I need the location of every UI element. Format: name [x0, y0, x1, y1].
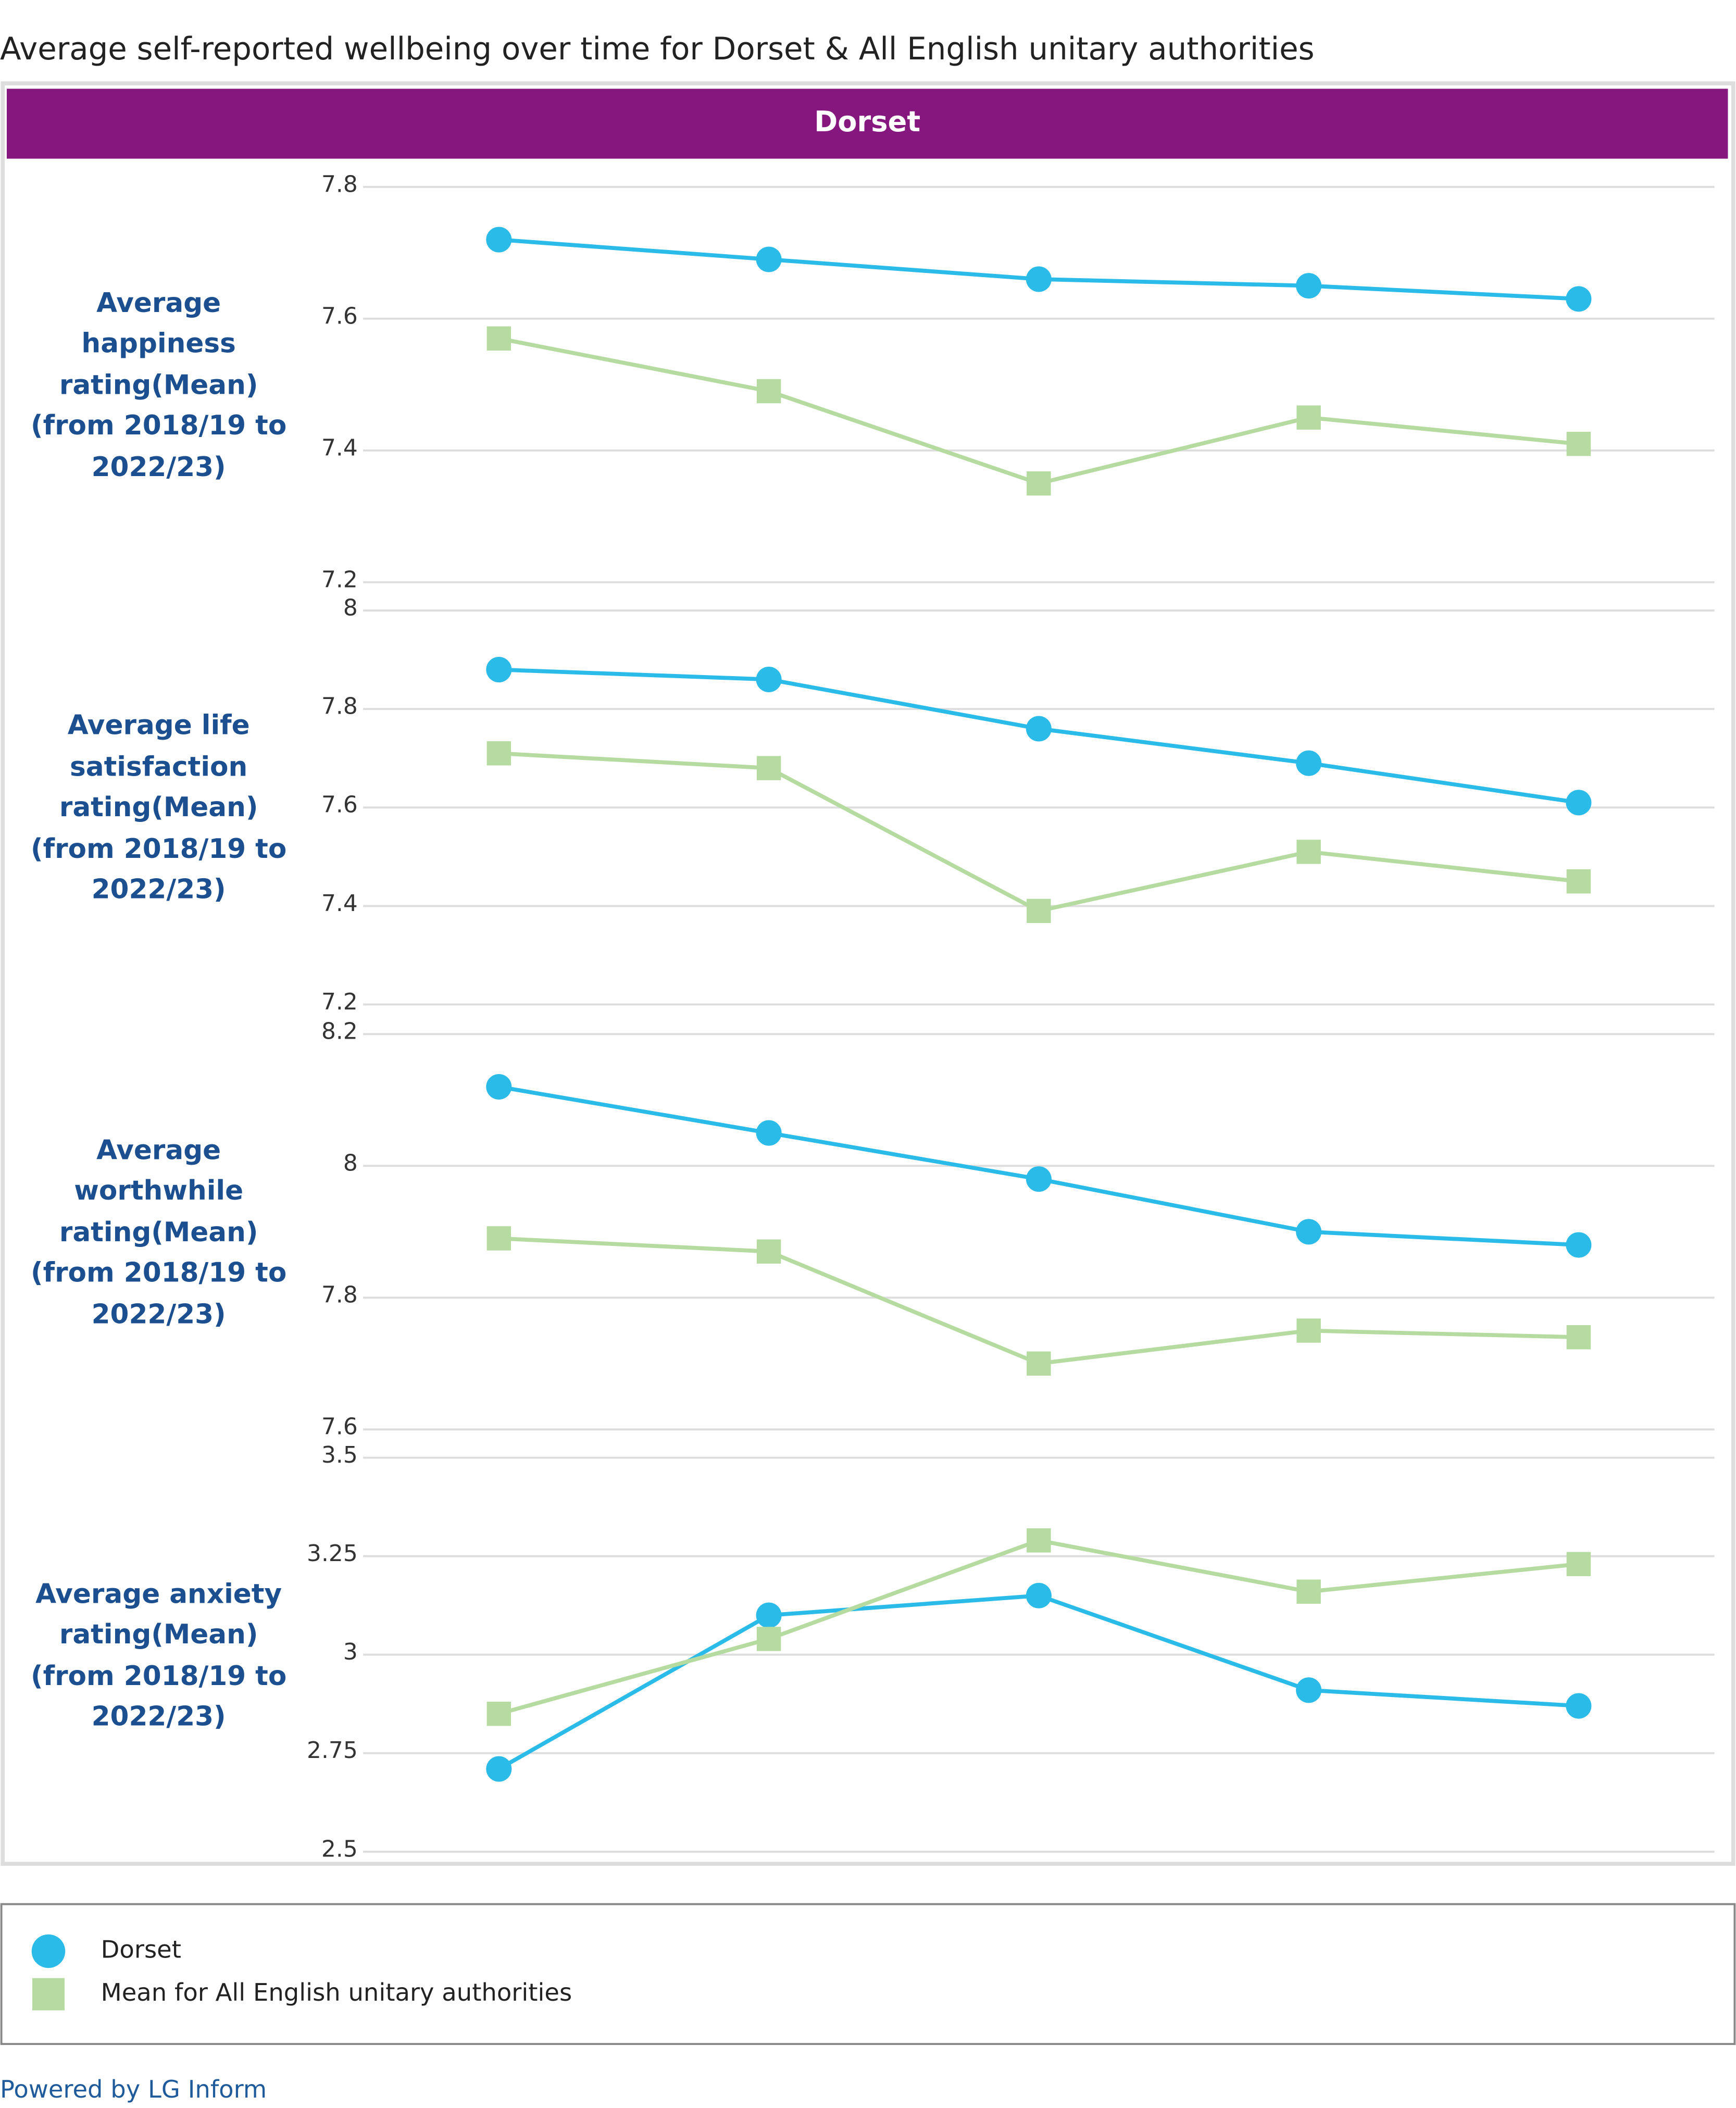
y-tick-label: 7.2: [321, 989, 358, 1015]
row-label: Average happiness rating(Mean) (from 201…: [31, 286, 287, 483]
marker: [1566, 286, 1592, 312]
marker: [756, 379, 781, 404]
y-tick-label: 7.8: [321, 693, 358, 720]
marker: [1296, 750, 1322, 776]
marker: [756, 1602, 782, 1628]
legend-label: Dorset: [101, 1935, 181, 1963]
y-tick-label: 7.8: [321, 1282, 358, 1308]
y-tick-label: 2.5: [321, 1836, 358, 1862]
page-title: Average self-reported wellbeing over tim…: [0, 31, 1315, 67]
row-label-box: Average worthwhile rating(Mean) (from 20…: [31, 1133, 287, 1330]
y-tick-label: 7.2: [321, 566, 358, 593]
marker: [1566, 790, 1592, 816]
series-line: [498, 1538, 1579, 1716]
marker: [1026, 716, 1052, 742]
marker: [756, 1627, 781, 1651]
panel-border: [1, 81, 1735, 1866]
series-line: [497, 1593, 1579, 1771]
marker: [486, 1756, 512, 1782]
y-tick-label: 7.4: [321, 890, 358, 917]
marker: [1026, 1166, 1052, 1192]
series-line: [498, 336, 1579, 486]
y-tick-label: 7.6: [321, 303, 358, 329]
panel-header: [6, 89, 1728, 159]
series-line: [498, 1236, 1579, 1366]
marker: [1027, 899, 1051, 924]
marker: [756, 666, 782, 692]
marker: [1296, 1219, 1322, 1245]
marker: [756, 1239, 781, 1264]
marker: [1026, 266, 1052, 292]
y-tick-label: 8: [343, 1150, 358, 1177]
marker: [1296, 1318, 1321, 1343]
marker: [1296, 840, 1321, 864]
footer: Powered by LG Inform: [0, 2075, 267, 2103]
y-tick-label: 7.6: [321, 1414, 358, 1440]
marker: [486, 657, 512, 683]
marker: [1296, 405, 1321, 430]
marker: [1296, 273, 1322, 299]
marker: [1296, 1579, 1321, 1604]
marker: [1566, 1232, 1592, 1258]
marker: [1566, 1325, 1591, 1350]
y-tick-label: 2.75: [307, 1737, 358, 1764]
y-tick-label: 8: [343, 594, 358, 621]
marker: [1566, 1693, 1592, 1719]
marker: [1566, 869, 1591, 894]
marker: [1027, 1351, 1051, 1376]
y-tick-label: 7.4: [321, 434, 358, 461]
y-tick-label: 3: [343, 1639, 358, 1665]
marker: [486, 227, 512, 253]
row-label: Average worthwhile rating(Mean) (from 20…: [31, 1133, 287, 1330]
marker: [486, 741, 511, 766]
marker: [1026, 1582, 1052, 1608]
row-label-box: Average life satisfaction rating(Mean) (…: [31, 709, 287, 906]
row-label: Average anxiety rating(Mean) (from 2018/…: [31, 1576, 287, 1732]
y-tick-label: 8.2: [321, 1018, 358, 1045]
marker: [1296, 1677, 1322, 1703]
row-label: Average life satisfaction rating(Mean) (…: [31, 709, 287, 906]
row-label-box: Average happiness rating(Mean) (from 201…: [31, 286, 287, 483]
y-tick-label: 7.8: [321, 171, 358, 197]
row-label-box: Average anxiety rating(Mean) (from 2018/…: [31, 1576, 287, 1732]
marker: [486, 1701, 511, 1726]
legend-box: [0, 1903, 1736, 2045]
marker: [1566, 431, 1591, 456]
panel-title: Dorset: [814, 105, 920, 138]
marker: [756, 756, 781, 780]
marker: [756, 1120, 782, 1146]
marker: [486, 326, 511, 351]
marker: [1027, 471, 1051, 496]
marker: [1566, 1552, 1591, 1576]
marker: [486, 1074, 512, 1100]
y-tick-label: 3.25: [307, 1540, 358, 1567]
marker: [756, 246, 782, 272]
legend-marker: [32, 1978, 65, 2011]
marker: [486, 1226, 511, 1251]
y-tick-label: 7.6: [321, 792, 358, 818]
y-tick-label: 3.5: [321, 1442, 358, 1468]
marker: [1027, 1528, 1051, 1553]
legend-label: Mean for All English unitary authorities: [101, 1978, 572, 2006]
legend-marker: [31, 1934, 66, 1968]
